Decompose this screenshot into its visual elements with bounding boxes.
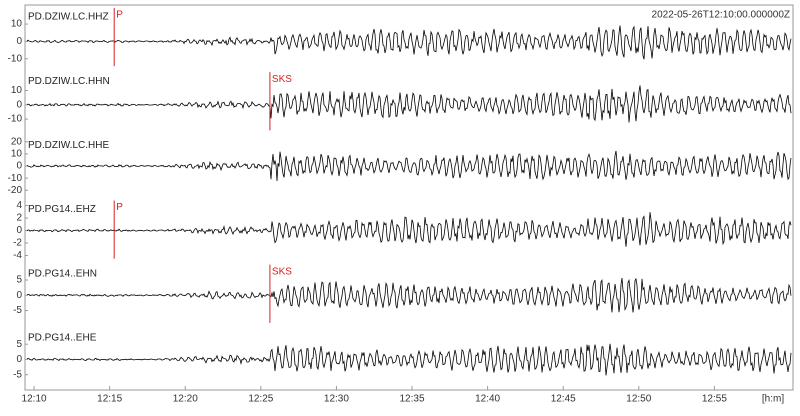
y-tick-label: -2 xyxy=(13,238,22,249)
trace-label: PD.DZIW.LC.HHE xyxy=(28,140,109,151)
y-tick-label: -4 xyxy=(13,250,22,261)
trace-label: PD.PG14..EHE xyxy=(28,332,97,343)
trace-label: PD.PG14..EHN xyxy=(28,268,97,279)
y-tick-label: 5 xyxy=(16,339,22,350)
x-unit: [h:m] xyxy=(762,394,784,405)
waveform xyxy=(26,85,792,123)
phase-label: SKS xyxy=(272,266,292,277)
x-tick-label: 12:15 xyxy=(97,394,122,405)
x-tick-label: 12:10 xyxy=(22,394,47,405)
x-tick-label: 12:40 xyxy=(475,394,500,405)
plot-frame xyxy=(24,4,794,391)
y-tick-label: 4 xyxy=(16,200,22,211)
y-tick-label: 2 xyxy=(16,213,22,224)
waveform xyxy=(26,212,792,247)
y-tick-label: 0 xyxy=(16,161,22,172)
y-tick-label: 20 xyxy=(11,136,23,147)
y-tick-label: -5 xyxy=(13,369,22,380)
x-tick-label: 12:35 xyxy=(400,394,425,405)
trace-label: PD.DZIW.LC.HHZ xyxy=(28,12,109,23)
phase-label: SKS xyxy=(272,74,292,85)
y-tick-label: 0 xyxy=(16,36,22,47)
y-tick-label: 10 xyxy=(11,149,23,160)
phase-label: P xyxy=(116,202,123,213)
y-tick-label: 0 xyxy=(16,354,22,365)
start-time: 2022-05-26T12:10:00.000000Z xyxy=(652,10,790,21)
x-tick-label: 12:45 xyxy=(551,394,576,405)
x-tick-label: 12:30 xyxy=(324,394,349,405)
x-tick-label: 12:20 xyxy=(173,394,198,405)
y-tick-label: -20 xyxy=(8,185,23,196)
y-tick-label: 0 xyxy=(16,225,22,236)
y-tick-label: -10 xyxy=(8,53,23,64)
y-tick-label: -10 xyxy=(8,173,23,184)
trace-label: PD.DZIW.LC.HHN xyxy=(28,76,110,87)
waveform xyxy=(26,25,792,60)
waveform xyxy=(26,150,792,182)
x-tick-label: 12:25 xyxy=(248,394,273,405)
x-tick-label: 12:55 xyxy=(702,394,727,405)
y-tick-label: 0 xyxy=(16,99,22,110)
y-tick-label: -10 xyxy=(8,114,23,125)
y-tick-label: 10 xyxy=(11,19,23,30)
y-tick-label: 10 xyxy=(11,85,23,96)
waveform xyxy=(27,277,792,313)
y-tick-label: 0 xyxy=(16,290,22,301)
y-tick-label: 5 xyxy=(16,275,22,286)
x-tick-label: 12:50 xyxy=(626,394,651,405)
trace-label: PD.PG14..EHZ xyxy=(28,204,96,215)
waveform xyxy=(26,343,792,376)
phase-label: P xyxy=(116,10,123,21)
y-tick-label: -5 xyxy=(13,305,22,316)
